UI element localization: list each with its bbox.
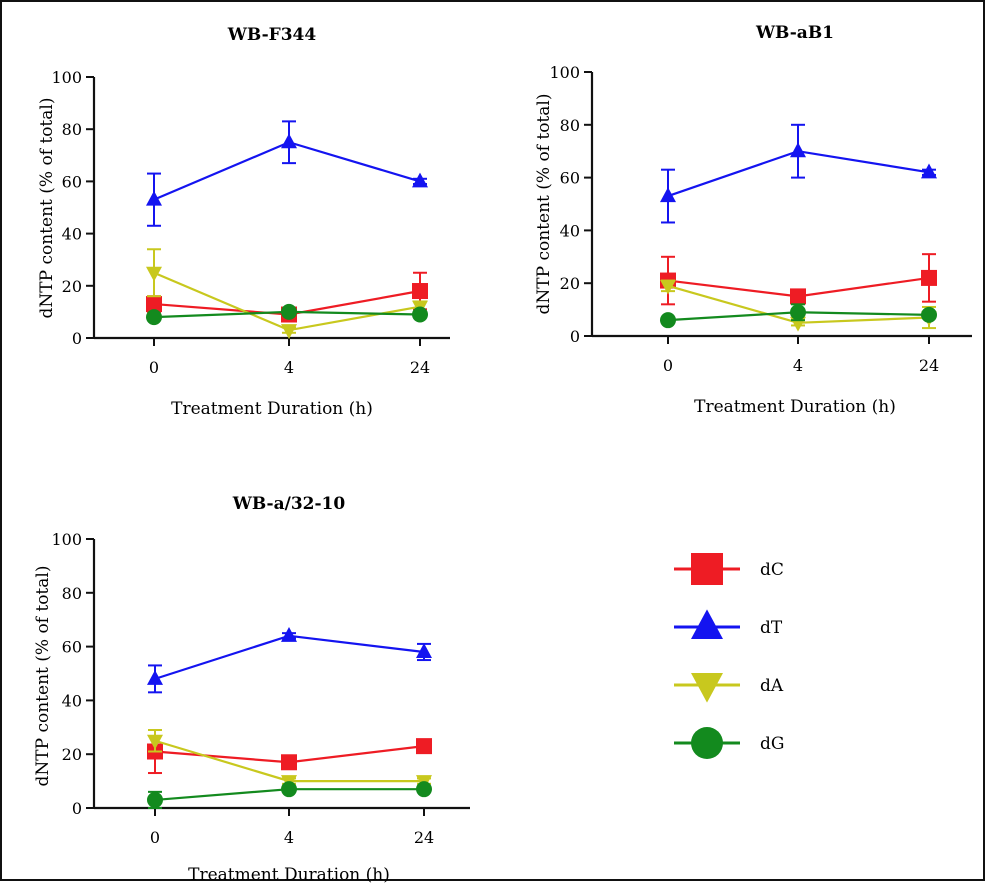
data-point-dG: [790, 304, 806, 321]
legend-label: dG: [760, 734, 784, 754]
data-point-dG: [146, 309, 162, 326]
chart-title: WB-a/32-10: [232, 494, 346, 514]
y-axis-label: dNTP content (% of total): [534, 94, 554, 315]
x-tick-label: 0: [149, 358, 159, 377]
data-point-dC: [790, 288, 806, 305]
x-tick-label: 4: [284, 358, 294, 377]
legend-label: dC: [760, 560, 784, 580]
y-tick-label: 100: [51, 68, 82, 87]
legend-item-dA: dA: [674, 673, 784, 703]
plot-marks: [660, 123, 937, 332]
data-point-dC: [412, 283, 428, 300]
x-tick-label: 24: [410, 358, 430, 377]
data-point-dT: [416, 643, 432, 658]
y-tick-label: 80: [62, 584, 82, 603]
data-point-dT: [146, 190, 162, 206]
y-tick-label: 0: [72, 799, 82, 818]
x-tick-label: 4: [284, 828, 294, 847]
y-tick-label: 20: [62, 745, 82, 764]
chart-title: WB-F344: [227, 25, 317, 45]
series-dG: [660, 303, 937, 329]
axes: 0 20 40 60 80 100 0 4 24: [51, 68, 450, 377]
y-tick-label: 80: [62, 120, 82, 139]
legend-marker-dC: [691, 553, 723, 585]
series-dT: [147, 627, 432, 694]
x-axis-label: Treatment Duration (h): [694, 397, 896, 417]
y-tick-label: 0: [570, 327, 580, 346]
plot-marks: [147, 627, 432, 809]
data-point-dT: [921, 163, 937, 179]
x-tick-label: 4: [793, 356, 803, 375]
data-point-dT: [147, 670, 163, 685]
series-dG: [147, 781, 432, 809]
data-point-dA: [146, 266, 162, 282]
legend-marker-dA: [691, 673, 723, 703]
data-point-dG: [147, 791, 163, 808]
data-point-dT: [790, 142, 806, 158]
x-tick-label: 24: [414, 828, 434, 847]
y-tick-label: 60: [62, 638, 82, 657]
legend: dC dT dA dG: [674, 553, 784, 759]
data-point-dC: [281, 754, 297, 771]
data-point-dT: [660, 187, 676, 203]
legend-item-dT: dT: [674, 609, 783, 639]
data-point-dT: [281, 627, 297, 642]
legend-label: dA: [760, 676, 784, 696]
series-dA: [146, 248, 428, 339]
y-tick-label: 20: [62, 277, 82, 296]
data-point-dA: [660, 279, 676, 295]
legend-marker-dG: [691, 727, 723, 759]
data-point-dG: [921, 306, 937, 323]
y-tick-label: 60: [560, 169, 580, 188]
data-point-dA: [147, 734, 163, 750]
y-axis-label: dNTP content (% of total): [37, 98, 57, 319]
chart-panel-wb-f344: WB-F344 dNTP content (% of total) Treatm…: [37, 25, 450, 419]
y-tick-label: 20: [560, 274, 580, 293]
series-dT: [660, 123, 937, 224]
y-tick-label: 0: [72, 329, 82, 348]
x-tick-label: 24: [919, 356, 939, 375]
data-point-dT: [412, 172, 428, 188]
data-point-dC: [146, 296, 162, 313]
legend-item-dG: dG: [674, 727, 784, 759]
chart-title: WB-aB1: [755, 23, 834, 43]
x-tick-label: 0: [150, 828, 160, 847]
legend-marker-dT: [691, 609, 723, 639]
chart-panel-wb-ab1: WB-aB1 dNTP content (% of total) Treatme…: [534, 23, 972, 417]
axes: 0 20 40 60 80 100 0 4 24: [51, 530, 470, 847]
x-tick-label: 0: [663, 356, 673, 375]
y-axis-label: dNTP content (% of total): [33, 566, 53, 787]
axes: 0 20 40 60 80 100 0 4 24: [549, 63, 972, 375]
data-point-dT: [281, 133, 297, 149]
y-tick-label: 40: [62, 691, 82, 710]
data-point-dC: [416, 738, 432, 755]
series-dC: [660, 253, 937, 306]
data-point-dG: [281, 781, 297, 798]
data-point-dG: [660, 312, 676, 329]
data-point-dG: [412, 306, 428, 323]
y-tick-label: 80: [560, 116, 580, 135]
legend-label: dT: [760, 618, 783, 638]
data-point-dG: [281, 303, 297, 320]
series-dG: [146, 303, 428, 326]
y-tick-label: 40: [62, 225, 82, 244]
x-axis-label: Treatment Duration (h): [188, 865, 390, 885]
x-axis-label: Treatment Duration (h): [171, 399, 373, 419]
y-tick-label: 100: [51, 530, 82, 549]
data-point-dC: [921, 269, 937, 286]
series-line-dT: [154, 634, 425, 680]
plot-marks: [146, 120, 428, 339]
y-tick-label: 100: [549, 63, 580, 82]
data-point-dA: [281, 324, 297, 339]
chart-panel-wb-a32-10: WB-a/32-10 dNTP content (% of total) Tre…: [33, 494, 470, 885]
data-point-dG: [416, 781, 432, 798]
series-dA: [147, 728, 432, 790]
y-tick-label: 60: [62, 172, 82, 191]
y-tick-label: 40: [560, 221, 580, 240]
series-line-dT: [153, 141, 421, 201]
series-dT: [146, 120, 428, 227]
legend-item-dC: dC: [674, 553, 784, 585]
